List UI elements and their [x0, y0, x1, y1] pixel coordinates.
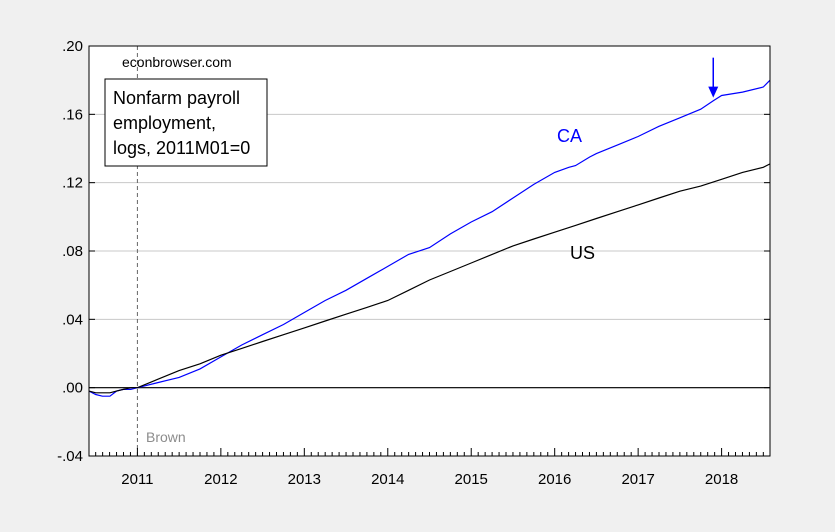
- x-tick-label: 2014: [371, 471, 404, 488]
- y-tick-label: .04: [62, 311, 83, 328]
- brown-label: Brown: [146, 429, 186, 445]
- y-tick-label: .16: [62, 106, 83, 123]
- title-line-2: employment,: [113, 113, 216, 133]
- series-label-us: US: [570, 243, 595, 263]
- series-group: [88, 79, 771, 397]
- title-line-3: logs, 2011M01=0: [113, 138, 250, 158]
- y-tick-label: .12: [62, 175, 83, 192]
- x-tick-label: 2018: [705, 471, 738, 488]
- source-note: econbrowser.com: [122, 54, 232, 70]
- x-tick-label: 2011: [121, 471, 153, 488]
- x-axis: 2011 2012 2013 2014 2015 2016 2017 2018: [95, 448, 764, 488]
- y-tick-label: .08: [62, 243, 83, 260]
- series-line-us: [88, 163, 771, 394]
- x-tick-label: 2012: [204, 471, 237, 488]
- x-tick-label: 2016: [538, 471, 571, 488]
- title-box: Nonfarm payroll employment, logs, 2011M0…: [104, 78, 268, 167]
- x-tick-label: 2015: [455, 471, 488, 488]
- y-tick-label: .00: [62, 380, 83, 397]
- x-tick-label: 2017: [621, 471, 654, 488]
- y-tick-label: .20: [62, 38, 83, 55]
- title-line-1: Nonfarm payroll: [113, 88, 240, 108]
- x-tick-label: 2013: [288, 471, 321, 488]
- arrow-marker: [708, 57, 719, 98]
- y-axis: .20 .16 .12 .08 .04 .00 -.04: [57, 38, 770, 465]
- title-box-border: [104, 78, 268, 167]
- series-label-ca: CA: [557, 126, 582, 146]
- arrow-head-icon: [708, 86, 719, 98]
- y-tick-label: -.04: [57, 448, 83, 465]
